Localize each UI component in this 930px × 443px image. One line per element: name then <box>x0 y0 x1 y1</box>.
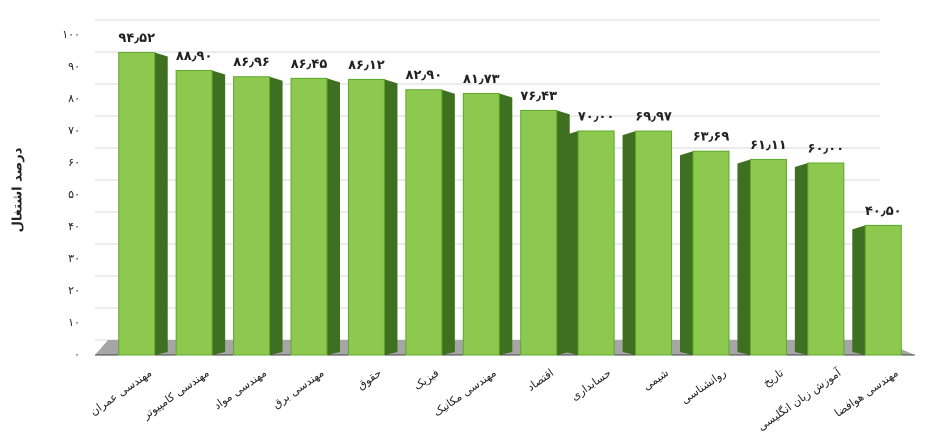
y-tick-label: ۴۰ <box>68 220 80 233</box>
bar <box>405 89 443 356</box>
bar-side <box>622 131 636 355</box>
bar <box>749 158 787 356</box>
bar <box>462 92 500 356</box>
value-label: ۶۱٫۱۱ <box>750 138 787 153</box>
bar <box>692 150 730 356</box>
y-tick-label: ۱۰ <box>68 316 80 329</box>
bar-side <box>794 163 808 355</box>
value-label: ۶۹٫۹۷ <box>635 110 672 125</box>
bar <box>118 52 156 356</box>
bar <box>635 130 673 356</box>
y-tick-label: ۸۰ <box>68 92 80 105</box>
bar <box>290 77 328 356</box>
x-tick-label: فیزیک <box>411 366 441 392</box>
bar <box>864 224 902 356</box>
bar <box>577 130 615 356</box>
x-tick-label: مهندسی هوافضا <box>832 366 901 420</box>
value-label: ۸۲٫۹۰ <box>406 68 443 83</box>
bar <box>347 78 385 356</box>
value-label: ۷۶٫۴۳ <box>520 89 557 104</box>
bar-side <box>499 93 513 356</box>
value-label: ۸۸٫۹۰ <box>176 49 213 64</box>
x-tick-label: مهندسی برق <box>270 366 326 411</box>
y-tick-label: ۱۰۰ <box>62 28 80 41</box>
x-tick-label: حقوق <box>355 366 384 392</box>
value-label: ۹۴٫۵۲ <box>118 31 155 46</box>
y-tick-label: ۲۰ <box>68 284 80 297</box>
x-tick-label: حسابداری <box>569 366 614 403</box>
bar-side <box>680 151 693 355</box>
value-label: ۸۶٫۴۵ <box>291 57 328 72</box>
bar-side <box>384 79 398 355</box>
bar-side <box>852 225 866 355</box>
bar-side <box>327 78 340 356</box>
bar-side <box>737 159 751 355</box>
y-axis-label: درصد اشتغال <box>11 147 26 232</box>
y-tick-label: ۳۰ <box>68 252 80 265</box>
value-label: ۸۶٫۱۲ <box>348 58 385 73</box>
y-tick-label: ۷۰ <box>68 124 80 137</box>
x-tick-label: اقتصاد <box>525 366 557 394</box>
y-tick-label: ۵۰ <box>68 188 80 201</box>
bar-side <box>212 70 226 356</box>
bar-side <box>154 52 168 355</box>
x-tick-label: شیمی <box>641 366 671 393</box>
bar-side <box>565 131 579 355</box>
value-label: ۸۱٫۷۳ <box>463 72 500 87</box>
bar-side <box>441 89 455 355</box>
y-tick-label: ۹۰ <box>68 60 80 73</box>
x-tick-label: مهندسی مواد <box>211 366 269 412</box>
bar <box>233 76 271 356</box>
value-label: ۶۳٫۶۹ <box>693 130 730 145</box>
value-label: ۸۶٫۹۶ <box>233 55 270 70</box>
value-label: ۶۰٫۰۰ <box>808 142 845 157</box>
bar-side <box>269 76 283 355</box>
x-tick-label: مهندسی مکانیک <box>431 366 499 419</box>
bar <box>520 109 558 356</box>
value-label: ۷۰٫۰۰ <box>578 110 615 125</box>
x-tick-label: تاریخ <box>760 366 785 389</box>
bar <box>175 70 213 356</box>
bar <box>807 162 845 356</box>
value-label: ۴۰٫۵۰ <box>865 204 902 219</box>
y-tick-label: ۶۰ <box>68 156 80 169</box>
x-tick-label: روانشناسی <box>679 366 729 406</box>
y-tick-label: ۰ <box>74 348 80 361</box>
